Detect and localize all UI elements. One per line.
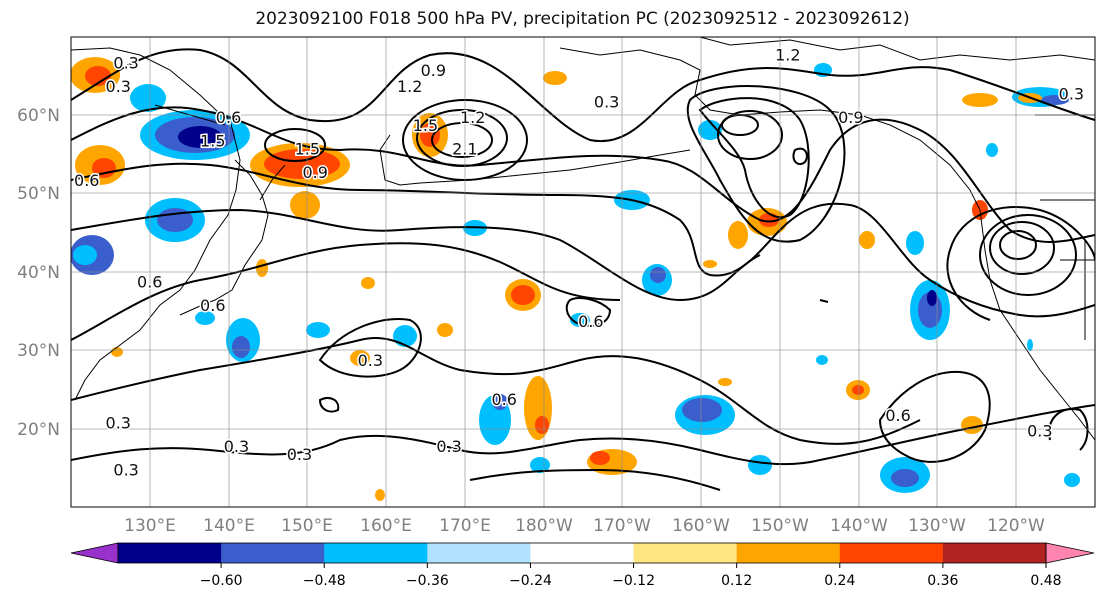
colorbar-tick-label: 0.24 — [824, 573, 855, 589]
colorbar-tick-label: −0.36 — [406, 573, 449, 589]
contour-label: 0.3 — [287, 445, 312, 464]
contour-label: 0.9 — [421, 61, 446, 80]
lon-label-170e: 170°E — [439, 516, 491, 536]
colorbar-tick-label: 0.36 — [927, 573, 958, 589]
lon-label-170w: 170°W — [593, 516, 651, 536]
contour-label: 0.6 — [137, 273, 162, 292]
lon-label-130e: 130°E — [124, 516, 176, 536]
colorbar-segment — [221, 543, 325, 563]
lon-label-140e: 140°E — [203, 516, 255, 536]
colorbar-segment — [633, 543, 738, 563]
lat-label-40n: 40°N — [17, 263, 60, 283]
lon-label-140w: 140°W — [830, 516, 888, 536]
contour-label: 1.5 — [295, 140, 320, 159]
lon-label-150e: 150°E — [281, 516, 333, 536]
colorbar-tick-label: −0.24 — [509, 573, 552, 589]
colorbar-tick-label: 0.48 — [1030, 573, 1061, 589]
lat-label-60n: 60°N — [17, 106, 60, 126]
contour-label: 0.3 — [106, 414, 131, 433]
contour-label: 0.3 — [358, 351, 383, 370]
map-plot-area: 0.30.30.61.50.61.50.91.20.91.5 1.22.10.31… — [71, 37, 1095, 507]
contour-label: 1.5 — [413, 116, 438, 135]
graticule — [71, 37, 1095, 507]
colorbar-segment — [427, 543, 531, 563]
latitude-labels: 60°N 50°N 40°N 30°N 20°N — [17, 106, 60, 440]
contour-label: 0.6 — [492, 390, 517, 409]
colorbar-extend-low — [70, 542, 119, 564]
contour-label: 1.2 — [775, 46, 800, 65]
colorbar-segment — [118, 543, 222, 563]
map-frame — [70, 36, 1096, 508]
map-title: 2023092100 F018 500 hPa PV, precipitatio… — [255, 9, 910, 29]
lat-label-30n: 30°N — [17, 341, 60, 361]
colorbar-tick-label: −0.12 — [612, 573, 655, 589]
longitude-labels: 130°E 140°E 150°E 160°E 170°E 180°W 170°… — [124, 516, 1045, 536]
colorbar-segment — [736, 543, 841, 563]
colorbar-tick-label: −0.60 — [200, 573, 243, 589]
colorbar-segment — [839, 543, 944, 563]
colorbar-extend-high — [1045, 542, 1095, 564]
contour-label: 2.1 — [452, 140, 477, 159]
contour-label: 0.3 — [106, 77, 131, 96]
lon-label-150w: 150°W — [751, 516, 809, 536]
lat-label-50n: 50°N — [17, 184, 60, 204]
contour-labels: 0.30.30.61.50.61.50.91.20.91.5 1.22.10.31… — [73, 44, 1086, 481]
contour-label: 1.5 — [200, 132, 225, 151]
contour-label: 0.6 — [74, 171, 99, 190]
colorbar: −0.60 −0.48 −0.36 −0.24 −0.12 0.12 0.24 0.36 0.4… — [70, 542, 1095, 589]
contour-label: 0.3 — [436, 437, 461, 456]
contour-label: 0.3 — [1059, 85, 1084, 104]
contour-label: 0.6 — [216, 108, 241, 127]
colorbar-segment — [324, 543, 428, 563]
contour-label: 0.3 — [113, 461, 138, 480]
lon-label-120w: 120°W — [987, 516, 1045, 536]
colorbar-tick-label: 0.12 — [721, 573, 752, 589]
colorbar-tick-label: −0.48 — [303, 573, 346, 589]
contour-label: 0.3 — [594, 93, 619, 112]
lon-label-160w: 160°W — [672, 516, 730, 536]
contour-label: 0.3 — [113, 53, 138, 72]
lon-label-180w: 180°W — [515, 516, 573, 536]
contour-label: 0.3 — [1027, 422, 1052, 441]
contour-label: 1.2 — [460, 108, 485, 127]
colorbar-segment — [530, 543, 635, 563]
contour-label: 0.6 — [578, 312, 603, 331]
contour-label: 0.6 — [885, 406, 910, 425]
colorbar-frame — [117, 542, 1047, 564]
lat-label-20n: 20°N — [17, 420, 60, 440]
contour-label: 0.9 — [838, 108, 863, 127]
colorbar-segment — [942, 543, 1047, 563]
contour-label: 0.9 — [302, 163, 327, 182]
lon-label-130w: 130°W — [908, 516, 966, 536]
contour-label: 0.6 — [200, 296, 225, 315]
contour-label: 0.3 — [224, 437, 249, 456]
lon-label-160e: 160°E — [360, 516, 412, 536]
contour-label: 1.2 — [397, 77, 422, 96]
